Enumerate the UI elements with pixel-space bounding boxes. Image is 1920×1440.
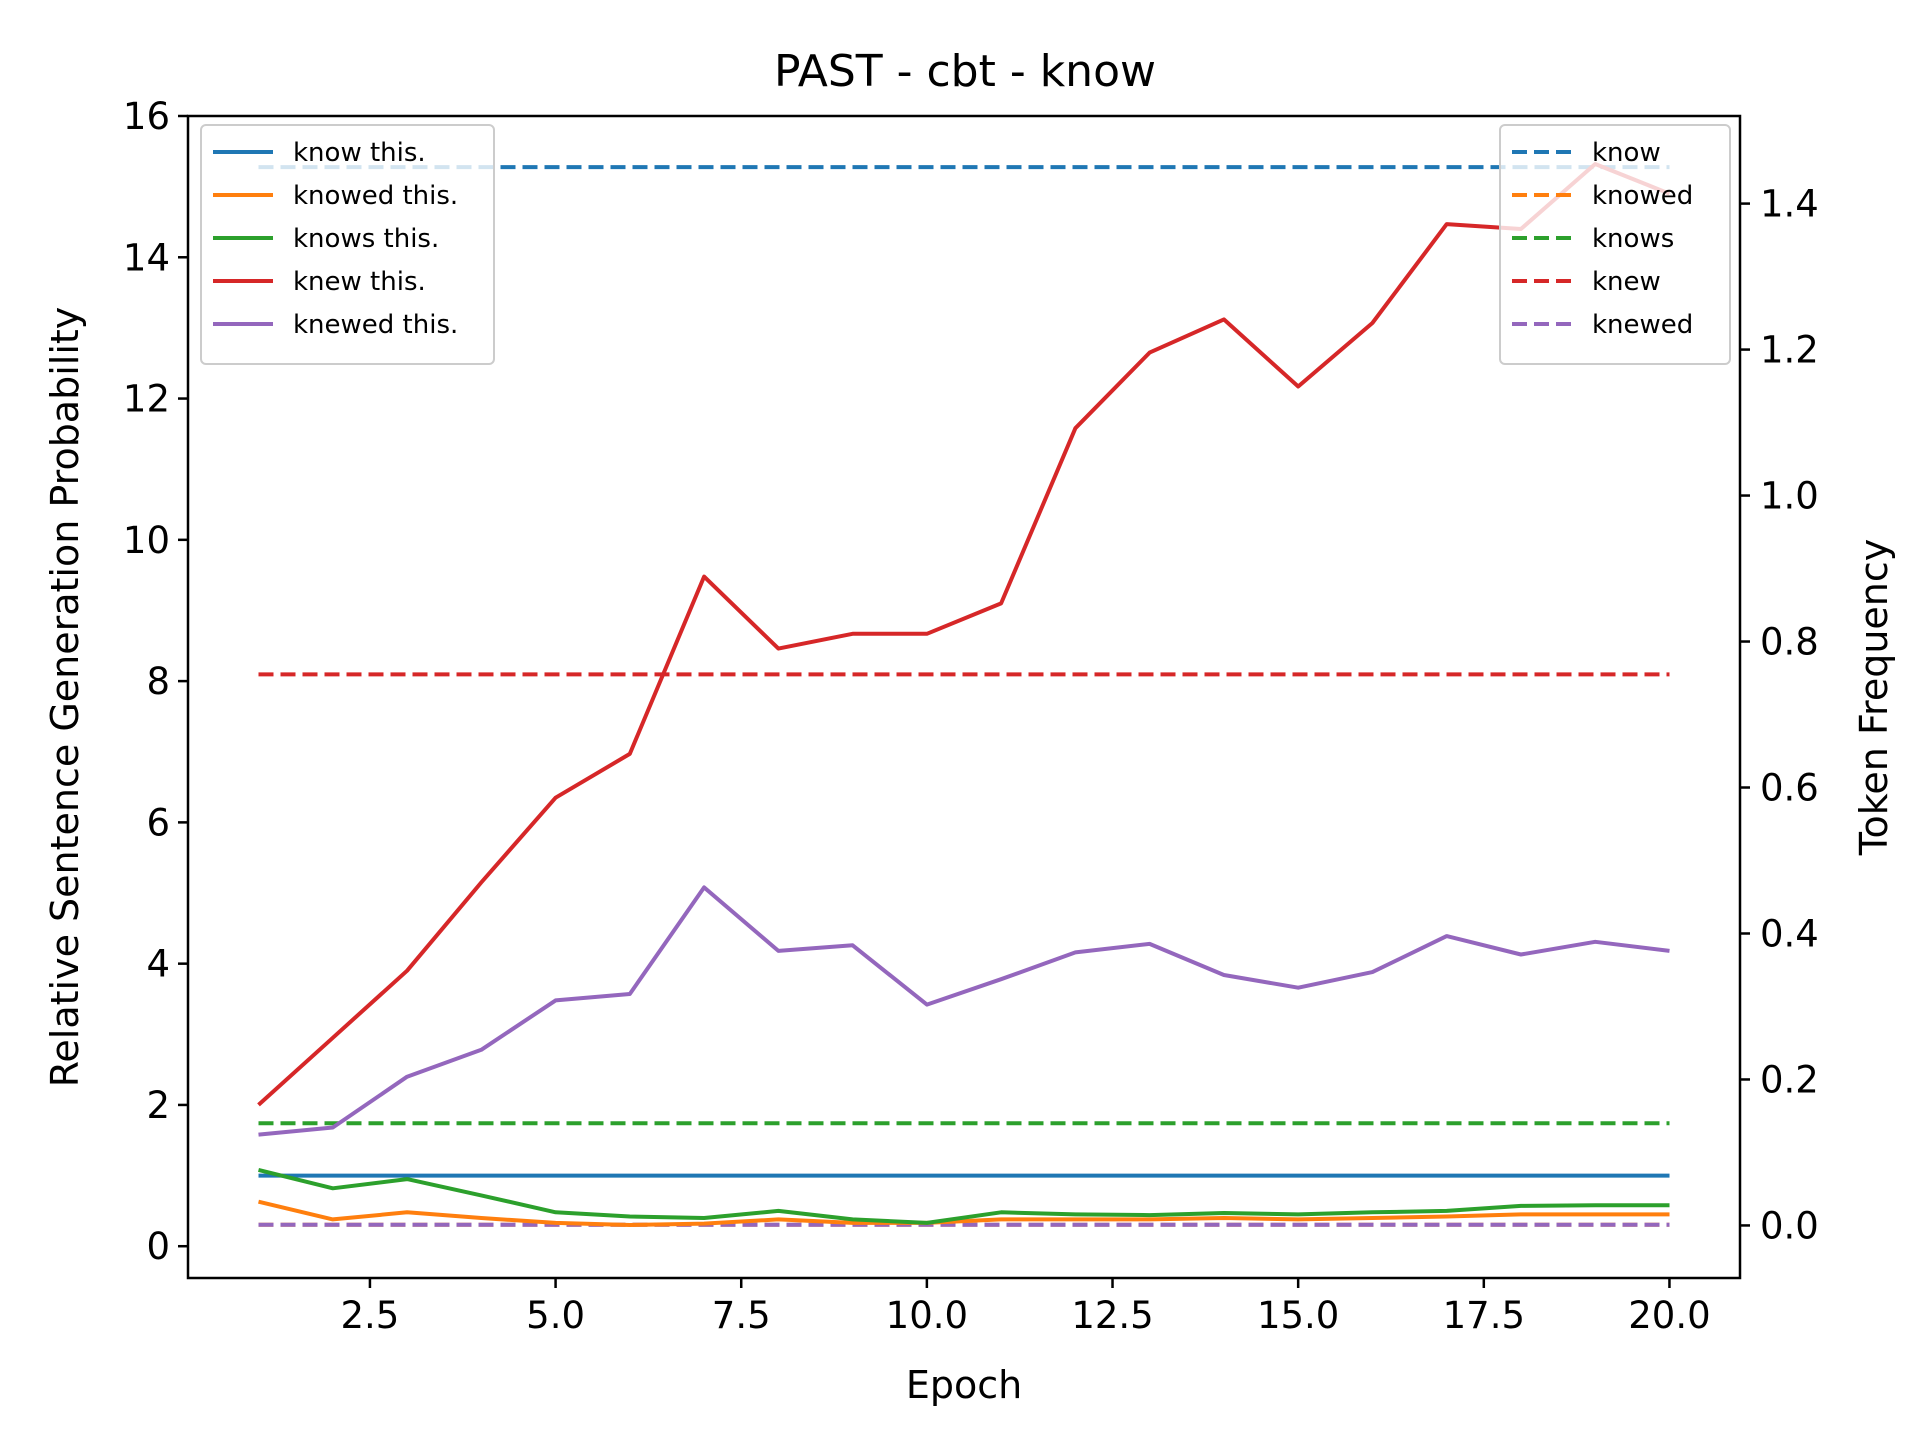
x-tick-label: 10.0	[886, 1294, 968, 1337]
y-tick-label: 6	[146, 801, 170, 844]
x-axis-label: Epoch	[906, 1363, 1022, 1407]
y2-tick-label: 1.0	[1760, 475, 1819, 518]
legend-label: know this.	[293, 138, 426, 168]
y2-axis-ticks: 0.0 0.2 0.4 0.6 0.8 1.0 1.2 1.4	[1740, 183, 1819, 1247]
series-line-knows-this	[258, 1167, 1670, 1225]
legend-label: know	[1592, 138, 1661, 168]
x-tick-label: 15.0	[1257, 1294, 1339, 1337]
y2-axis-label: Token Frequency	[1852, 539, 1896, 857]
legend-label: knows	[1592, 224, 1674, 254]
x-tick-label: 7.5	[712, 1294, 771, 1337]
y2-tick-label: 0.2	[1760, 1058, 1819, 1101]
legend-right: know knowed knows knew knewed	[1499, 124, 1731, 365]
y2-tick-label: 1.2	[1760, 329, 1819, 372]
series-line-knew-this	[257, 162, 1671, 1107]
series-line-knowed-this	[258, 1199, 1670, 1227]
y2-tick-label: 1.4	[1760, 183, 1819, 226]
y-axis-ticks: 0 2 4 6 8 10 12 14 16	[123, 95, 188, 1268]
y-tick-label: 14	[123, 236, 170, 279]
series-line-knewed-this	[258, 885, 1670, 1137]
legend-box	[200, 124, 495, 365]
y-tick-label: 12	[123, 378, 170, 421]
y-tick-label: 4	[146, 943, 170, 986]
y2-tick-label: 0.8	[1760, 621, 1819, 664]
legend-left: know this. knowed this. knows this. knew th…	[200, 124, 495, 365]
legend-label: knewed	[1592, 310, 1693, 340]
legend-label: knowed	[1592, 181, 1693, 211]
x-tick-label: 5.0	[526, 1294, 585, 1337]
y2-tick-label: 0.0	[1760, 1204, 1819, 1247]
y2-tick-label: 0.6	[1760, 767, 1819, 810]
legend-box	[1499, 124, 1731, 365]
y-tick-label: 2	[146, 1084, 170, 1127]
x-axis-ticks: 2.5 5.0 7.5 10.0 12.5 15.0 17.5 20.0	[341, 1278, 1711, 1337]
x-tick-label: 12.5	[1071, 1294, 1153, 1337]
y-tick-label: 16	[123, 95, 170, 138]
y-axis-label: Relative Sentence Generation Probability	[43, 307, 87, 1088]
legend-label: knewed this.	[293, 310, 458, 340]
y-tick-label: 0	[146, 1225, 170, 1268]
legend-label: knew	[1592, 267, 1661, 297]
plot-series	[257, 162, 1671, 1227]
legend-label: knowed this.	[293, 181, 458, 211]
y-tick-label: 10	[123, 519, 170, 562]
x-tick-label: 20.0	[1628, 1294, 1710, 1337]
x-tick-label: 17.5	[1443, 1294, 1525, 1337]
legend-label: knew this.	[293, 267, 426, 297]
chart-title: PAST - cbt - know	[774, 46, 1156, 97]
y-tick-label: 8	[146, 660, 170, 703]
y2-tick-label: 0.4	[1760, 912, 1819, 955]
legend-label: knows this.	[293, 224, 439, 254]
x-tick-label: 2.5	[341, 1294, 400, 1337]
plot-frame	[186, 114, 1742, 1280]
